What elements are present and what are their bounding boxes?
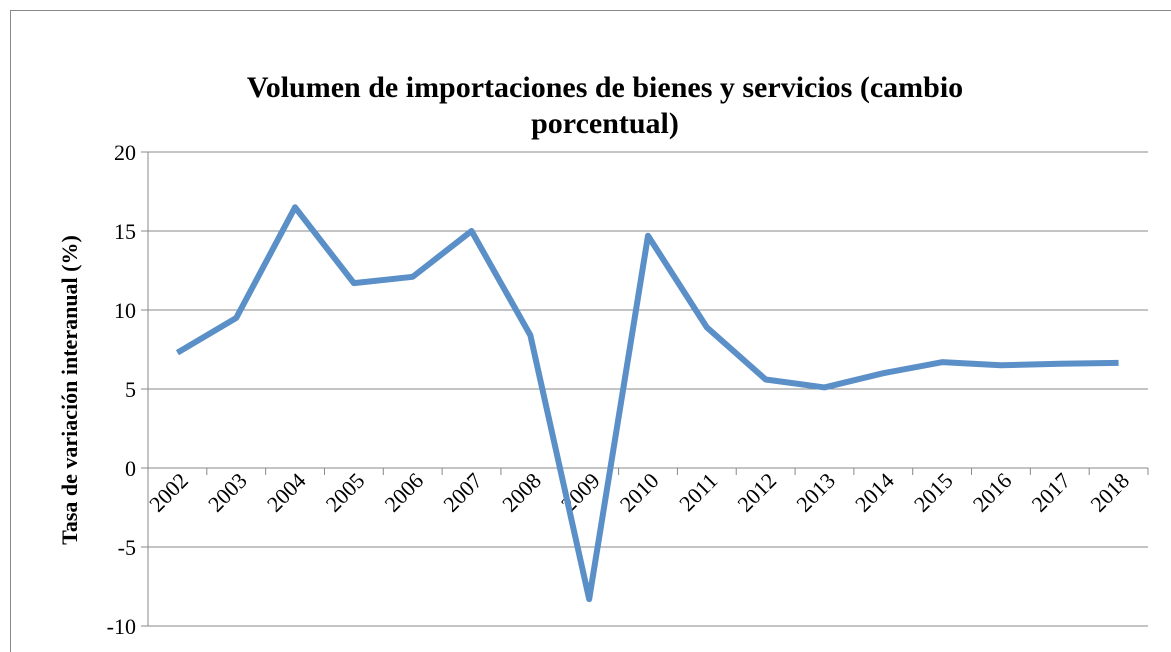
data-line <box>175 204 1119 603</box>
y-tick-label: -5 <box>118 535 136 560</box>
y-axis-label: Tasa de variación interanual (%) <box>57 235 82 545</box>
y-tick-label: 20 <box>114 140 136 165</box>
chart-title: Volumen de importaciones de bienes y ser… <box>247 71 963 140</box>
y-tick-label: 10 <box>114 298 136 323</box>
y-tick-label: 0 <box>125 456 136 481</box>
chart-border <box>10 10 1171 652</box>
y-tick-label: 15 <box>114 219 136 244</box>
y-tick-label: 5 <box>125 377 136 402</box>
y-tick-label: -10 <box>107 614 136 639</box>
